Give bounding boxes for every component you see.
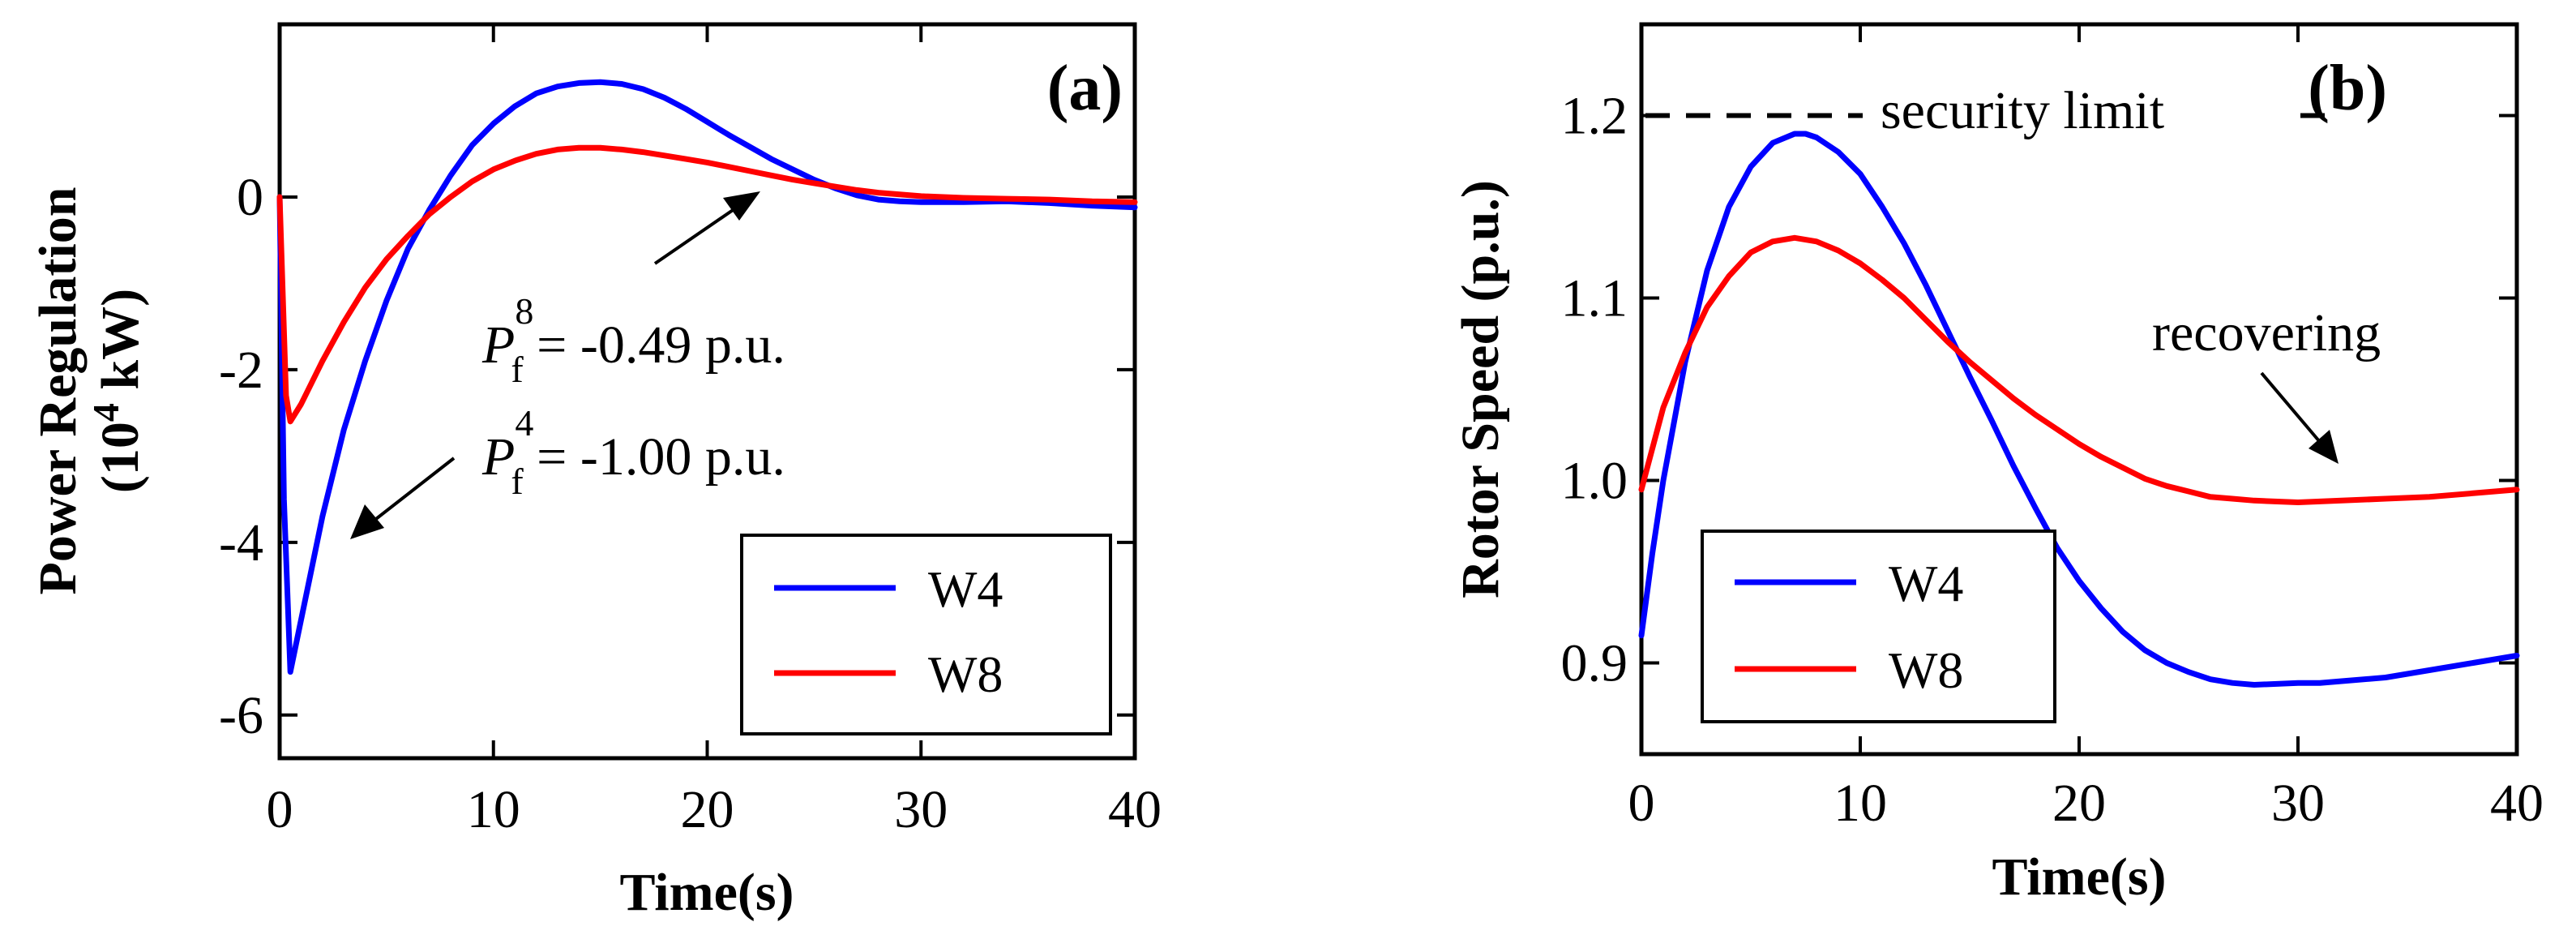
panel-a-xtick-label-1: 10 (467, 780, 520, 839)
panel-b-xtick-label-1: 10 (1834, 774, 1887, 833)
panel-b-legend: W4 W8 (1701, 530, 2056, 723)
panel-a-arrow-pf4 (371, 457, 456, 523)
panel-b-xtick-label-4: 40 (2490, 774, 2544, 833)
panel-b-legend-box (1701, 530, 2056, 723)
panel-a-ylabel-sup: 4 (85, 403, 126, 422)
pf8-sub: f (511, 349, 524, 390)
panel-a-series-w4-line (276, 79, 1138, 675)
panel-b-label: (b) (2308, 53, 2387, 124)
panel-a-series (276, 79, 1138, 675)
pf4-rest: = -1.00 p.u. (524, 427, 785, 487)
panel-a-ytick-label-1: -4 (219, 513, 263, 572)
panel-a-xlabel: Time(s) (619, 863, 794, 922)
panel-a-xtick-label-0: 0 (267, 780, 293, 839)
pf8-rest: = -0.49 p.u. (524, 315, 785, 375)
panel-a-legend-label-w8: W8 (928, 645, 1003, 703)
panel-b-ytick-label-1: 1.0 (1561, 452, 1628, 511)
panel-a-xtick-label-3: 30 (894, 780, 948, 839)
panel-a-ylabel-line1: Power Regulation (28, 187, 88, 595)
panel-a-annotation-pf4: P4 f = -1.00 p.u. (481, 402, 785, 502)
panel-b-xtick-label-0: 0 (1628, 774, 1655, 833)
panel-a-arrow-pf4-head (350, 504, 384, 539)
panel-a-xtick-label-2: 20 (681, 780, 734, 839)
panel-a-label: (a) (1047, 53, 1123, 124)
panel-b-legend-label-w8: W8 (1889, 641, 1963, 699)
panel-b-annotation-recovering: recovering (2152, 303, 2381, 362)
panel-b-xtick-label-3: 30 (2271, 774, 2325, 833)
panel-b-ticks: 0 10 20 30 40 0.9 1.0 1.1 1.2 (1561, 24, 2544, 833)
panel-a-arrow-pf8 (653, 205, 739, 265)
panel-a-ytick-label-0: -6 (219, 686, 263, 745)
pf4-sup: 4 (515, 402, 533, 444)
panel-b-series-w8-line (1638, 234, 2520, 505)
pf8-sup: 8 (515, 290, 533, 332)
panel-a-legend: W4 W8 (740, 534, 1112, 735)
panel-b-ytick-label-0: 0.9 (1561, 634, 1628, 693)
panel-b-xtick-label-2: 20 (2052, 774, 2106, 833)
panel-a-series-w8-line (276, 144, 1138, 425)
panel-b-ytick-label-3: 1.2 (1561, 87, 1628, 146)
panel-b-xlabel: Time(s) (1992, 847, 2166, 907)
pf4-base: P (481, 427, 515, 487)
panel-a-ticks: 0 10 20 30 40 -6 -4 -2 0 (219, 24, 1162, 839)
panel-b-arrow-recovering-head (2309, 430, 2339, 464)
panel-a-legend-label-w4: W4 (928, 560, 1003, 618)
panel-b-series-w4-line (1638, 131, 2520, 688)
panel-a-arrow-pf8-head (723, 191, 760, 221)
panel-b-legend-label-w4: W4 (1889, 555, 1963, 612)
panel-b-series (1638, 131, 2520, 688)
panel-b-arrow-recovering (2260, 371, 2321, 444)
panel-a-ylabel-line2: (104 kW) (85, 289, 150, 493)
panel-a-xtick-label-4: 40 (1108, 780, 1162, 839)
panel-a-annotation-pf8: P8 f = -0.49 p.u. (481, 290, 785, 390)
panel-a-ylabel-pre: (10 (91, 422, 150, 493)
panel-b-security-limit-label: security limit (1881, 81, 2164, 140)
panel-a-ytick-label-2: -2 (219, 341, 263, 400)
panel-a-ylabel-post: kW) (91, 289, 150, 403)
panel-a-legend-box (740, 534, 1112, 735)
panel-b-ytick-label-2: 1.1 (1561, 269, 1628, 328)
panel-b: 0 10 20 30 40 0.9 1.0 1.1 1.2 security limit (b)… (1451, 22, 2544, 907)
panel-a-ytick-label-3: 0 (237, 168, 263, 227)
pf8-base: P (481, 315, 515, 375)
panel-a: 0 10 20 30 40 -6 -4 -2 0 (a) Power Regulation (1… (28, 22, 1162, 922)
pf4-sub: f (511, 461, 524, 502)
panel-b-ylabel: Rotor Speed (p.u.) (1451, 180, 1510, 598)
